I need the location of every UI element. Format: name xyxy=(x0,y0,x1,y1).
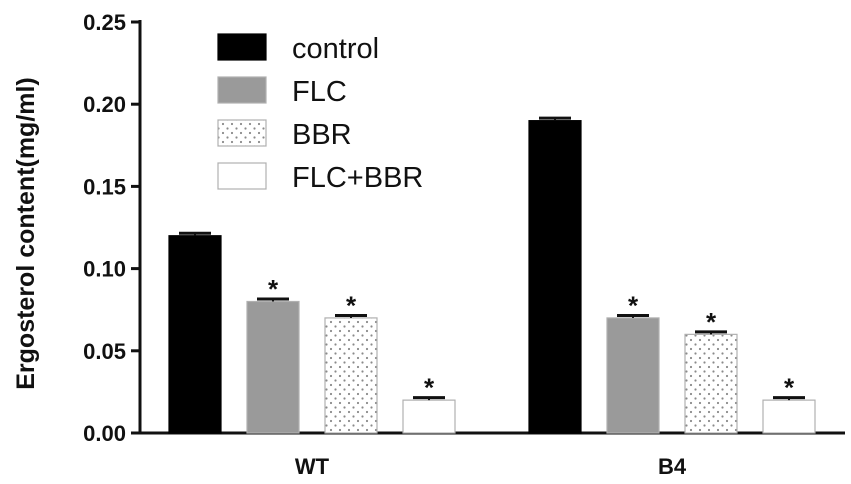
y-axis-label: Ergosterol content(mg/ml) xyxy=(12,77,40,390)
bars xyxy=(168,116,816,434)
legend: control FLC BBR FLC+BBR xyxy=(217,33,423,194)
significance-marker-wt-2: * xyxy=(346,290,357,320)
y-tick-label-1: 0.05 xyxy=(83,339,126,364)
legend-label-0: control xyxy=(292,33,379,65)
bar-wt-3 xyxy=(402,399,456,434)
y-tick-label-2: 0.10 xyxy=(83,257,126,282)
labels: 0.00 0.05 0.10 0.15 0.20 0.25 Ergosterol conte… xyxy=(12,10,795,479)
significance-marker-b4-2: * xyxy=(706,307,717,337)
y-tick-label-5: 0.25 xyxy=(83,10,126,35)
significance-marker-wt-3: * xyxy=(424,373,435,403)
significance-marker-b4-3: * xyxy=(784,373,795,403)
bar-b4-2 xyxy=(684,333,738,434)
significance-marker-wt-1: * xyxy=(268,274,279,304)
significance-marker-b4-1: * xyxy=(628,290,639,320)
y-tick-label-3: 0.15 xyxy=(83,174,126,199)
bar-wt-0 xyxy=(168,235,222,434)
bar-wt-1 xyxy=(246,300,300,434)
legend-swatch-1 xyxy=(217,76,267,104)
legend-swatch-3 xyxy=(217,162,267,190)
legend-label-3: FLC+BBR xyxy=(292,162,423,194)
legend-label-2: BBR xyxy=(292,119,352,151)
y-tick-label-0: 0.00 xyxy=(83,421,126,446)
bar-b4-0 xyxy=(528,120,582,434)
y-tick-label-4: 0.20 xyxy=(83,92,126,117)
x-category-label-b4: B4 xyxy=(658,454,687,479)
legend-label-1: FLC xyxy=(292,76,347,108)
x-category-label-wt: WT xyxy=(295,454,330,479)
bar-b4-1 xyxy=(606,317,660,434)
legend-swatch-2 xyxy=(217,119,267,147)
bar-wt-2 xyxy=(324,317,378,434)
legend-swatch-0 xyxy=(217,33,267,61)
bar-b4-3 xyxy=(762,399,816,434)
